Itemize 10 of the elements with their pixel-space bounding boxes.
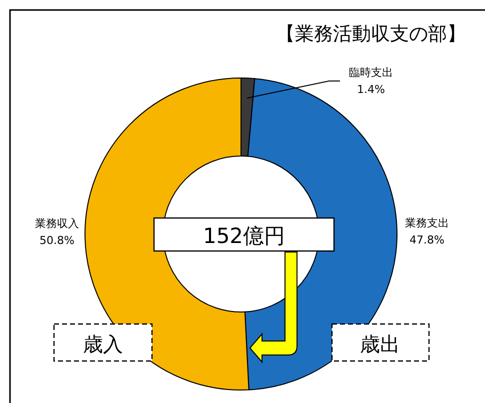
data-label: 1.4%	[357, 83, 385, 96]
text: 152億円	[202, 224, 286, 248]
slice-label: 業務支出	[405, 216, 449, 230]
text: 歳入	[83, 332, 123, 356]
data-label: 50.8%	[40, 234, 74, 247]
text: 歳出	[360, 332, 400, 356]
slice-label: 業務収入	[35, 216, 79, 230]
chart-title: 【業務活動収支の部】	[276, 23, 466, 45]
data-label: 47.8%	[410, 234, 444, 247]
slice-label: 臨時支出	[349, 66, 393, 79]
